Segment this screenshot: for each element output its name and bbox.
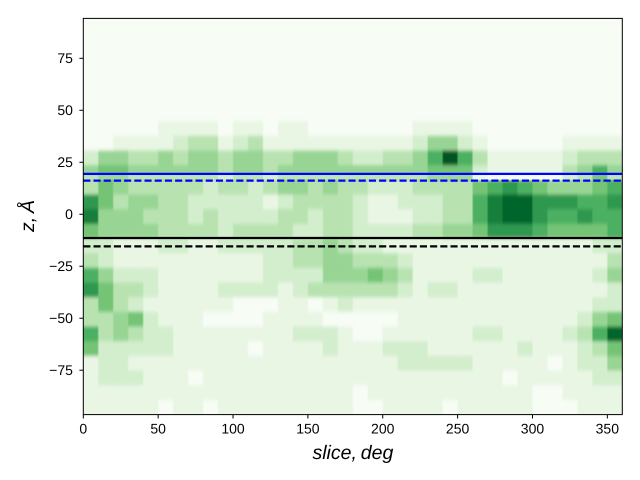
svg-text:150: 150	[296, 421, 320, 437]
svg-text:75: 75	[57, 50, 73, 66]
svg-text:−75: −75	[49, 362, 73, 378]
svg-text:0: 0	[65, 206, 73, 222]
svg-text:100: 100	[221, 421, 245, 437]
svg-text:slice, deg: slice, deg	[312, 442, 393, 464]
svg-text:z, Å: z, Å	[16, 200, 39, 233]
svg-text:350: 350	[596, 421, 620, 437]
svg-text:50: 50	[57, 102, 73, 118]
svg-text:−25: −25	[49, 258, 73, 274]
svg-text:300: 300	[521, 421, 545, 437]
svg-text:200: 200	[371, 421, 395, 437]
svg-text:250: 250	[446, 421, 470, 437]
svg-text:0: 0	[79, 421, 87, 437]
svg-text:25: 25	[57, 154, 73, 170]
svg-text:50: 50	[150, 421, 166, 437]
svg-text:−50: −50	[49, 310, 73, 326]
